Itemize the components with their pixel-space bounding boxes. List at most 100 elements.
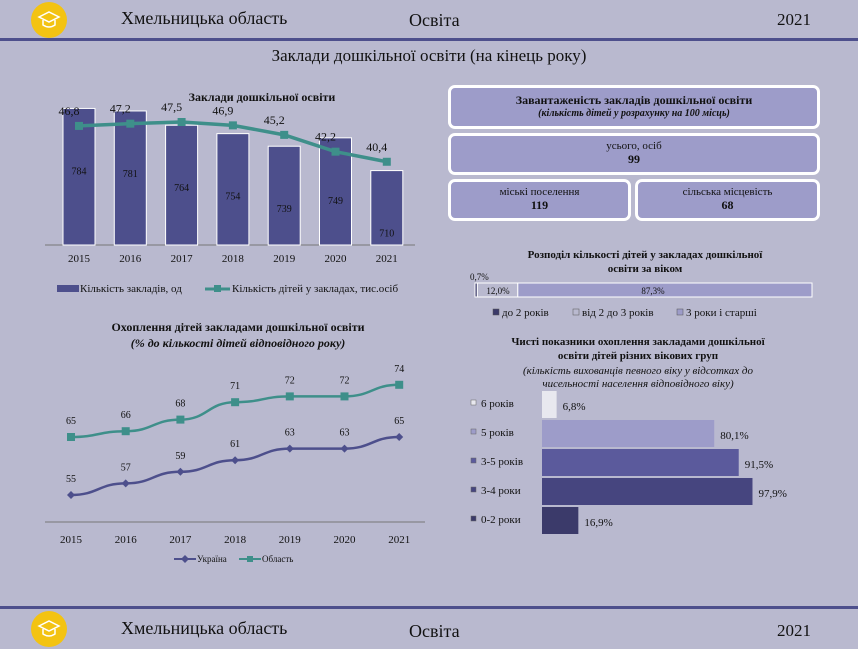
- chart2-legend-region: Область: [262, 554, 293, 564]
- chart2-marker: [395, 380, 404, 389]
- chart1-line-label: 42,2: [315, 130, 336, 144]
- chart4-value-label: 16,9%: [584, 517, 612, 529]
- chart3-segment: [517, 282, 813, 298]
- chart2-marker: [67, 491, 75, 499]
- chart2-x-tick: 2015: [60, 534, 83, 546]
- rural-label: сільська місцевість: [682, 186, 773, 198]
- chart4-value-label: 80,1%: [720, 430, 748, 442]
- chart1-x-tick: 2019: [273, 253, 296, 265]
- chart2-data-label: 57: [121, 462, 131, 473]
- chart1-bar-label: 784: [72, 166, 87, 177]
- load-box-urban: міські поселення 119: [448, 179, 631, 221]
- chart1-legend-line-label: Кількість дітей у закладах, тис.осіб: [232, 283, 398, 295]
- chart2-data-label: 68: [175, 399, 185, 410]
- chart1-title: Заклади дошкільної освіти: [189, 90, 336, 104]
- total-value: 99: [628, 152, 640, 166]
- chart2-x-tick: 2021: [388, 534, 410, 546]
- chart3-legend-swatch: [676, 308, 684, 316]
- chart4-title-line1: Чисті показники охоплення закладами дошк…: [511, 336, 765, 348]
- chart3-legend-label: 3 роки і старші: [686, 307, 757, 319]
- chart2-marker: [121, 479, 130, 488]
- chart2-marker: [176, 467, 185, 476]
- chart3-title-line1: Розподіл кількості дітей у закладах дошк…: [528, 249, 764, 261]
- chart4-title-line2: освіти дітей різних вікових груп: [558, 350, 719, 362]
- chart4-category-swatch: [470, 515, 477, 522]
- chart2-x-tick: 2019: [279, 534, 302, 546]
- chart1-line-marker: [280, 130, 289, 139]
- chart1-line-marker: [177, 118, 186, 126]
- chart4-subtitle-line2: чисельності населення відповідного віку): [542, 378, 734, 390]
- chart2-data-label: 63: [340, 428, 350, 439]
- chart2-marker: [176, 415, 185, 424]
- chart2-marker: [340, 444, 349, 453]
- header-section: Освіта: [409, 10, 460, 30]
- chart1-x-tick: 2015: [68, 253, 91, 265]
- chart3-title-line2: освіти за віком: [608, 263, 683, 275]
- footer-region: Хмельницька область: [121, 618, 288, 638]
- chart2-x-tick: 2018: [224, 534, 247, 546]
- chart1-x-tick: 2020: [325, 253, 348, 265]
- chart4-bar: [542, 478, 753, 505]
- chart1-bar: [370, 170, 404, 246]
- chart3-legend-label: від 2 до 3 років: [582, 307, 654, 319]
- chart2-data-label: 55: [66, 474, 76, 485]
- chart3-label-1: 12,0%: [486, 286, 510, 296]
- chart1-legend-bar: Кількість закладів, од: [80, 283, 182, 295]
- chart3-label-2: 87,3%: [641, 286, 665, 296]
- header-year: 2021: [777, 10, 811, 29]
- chart4-category-label: 5 років: [481, 427, 514, 439]
- total-label: усього, осіб: [606, 140, 662, 152]
- chart4-category-swatch: [470, 428, 477, 435]
- chart2-marker: [231, 398, 240, 407]
- chart4-bar: [542, 449, 739, 476]
- chart2-marker: [231, 456, 240, 465]
- urban-label: міські поселення: [499, 186, 580, 198]
- page-title: Заклади дошкільної освіти (на кінець рок…: [271, 46, 587, 65]
- chart1-x-tick: 2017: [171, 253, 194, 265]
- chart2-data-label: 71: [230, 381, 240, 392]
- chart2-data-label: 66: [121, 410, 131, 421]
- chart1-bar: [165, 124, 199, 246]
- chart4-category-swatch: [470, 486, 477, 493]
- chart4-subtitle-line1: (кількість вихованців певного віку у від…: [523, 365, 753, 377]
- chart1-bar: [62, 107, 96, 246]
- chart1-line-label: 45,2: [264, 113, 285, 127]
- chart2-data-label: 72: [340, 375, 350, 386]
- chart2-data-label: 61: [230, 439, 240, 450]
- chart1-line-marker: [382, 157, 391, 166]
- load-box-rural: сільська місцевість 68: [635, 179, 820, 221]
- footer-bar: Хмельницька область Освіта 2021: [0, 609, 858, 649]
- load-box-title: Завантаженість закладів дошкільної освіт…: [448, 85, 820, 129]
- chart1-bar-label: 754: [225, 192, 240, 203]
- chart4-category-label: 3-4 роки: [481, 485, 521, 497]
- chart4-bar: [542, 391, 557, 418]
- chart2-marker: [395, 433, 404, 441]
- footer-year: 2021: [777, 621, 811, 640]
- chart2-x-tick: 2020: [334, 534, 357, 546]
- chart1-line-label: 46,8: [59, 104, 80, 118]
- chart4-category-label: 0-2 роки: [481, 514, 521, 526]
- chart2-marker: [285, 444, 294, 453]
- chart2-data-label: 63: [285, 428, 295, 439]
- chart2-legend-ukraine-marker: [181, 555, 189, 563]
- chart3-legend-label: до 2 років: [502, 307, 549, 319]
- chart1-line-marker: [75, 121, 83, 130]
- chart1-line-marker: [228, 121, 237, 130]
- load-box-subtitle: (кількість дітей у розрахунку на 100 міс…: [538, 108, 730, 119]
- chart1-x-tick: 2018: [222, 253, 245, 265]
- chart2-marker: [340, 392, 349, 401]
- chart2-marker: [67, 433, 75, 441]
- footer-rule: [0, 606, 858, 609]
- chart2-title: Охоплення дітей закладами дошкільної осв…: [111, 320, 364, 334]
- chart1-line-label: 47,5: [161, 100, 182, 114]
- chart1-bar: [267, 145, 301, 246]
- chart2-x-tick: 2017: [169, 534, 192, 546]
- chart1-bar-label: 749: [328, 196, 343, 207]
- chart1-legend-swatch-bar: [57, 285, 79, 292]
- chart4-category-swatch: [470, 399, 477, 406]
- chart2-marker: [121, 427, 130, 436]
- chart2-data-label: 65: [394, 416, 404, 427]
- chart1-line-label: 46,9: [212, 103, 233, 117]
- chart1-line-marker: [126, 119, 135, 128]
